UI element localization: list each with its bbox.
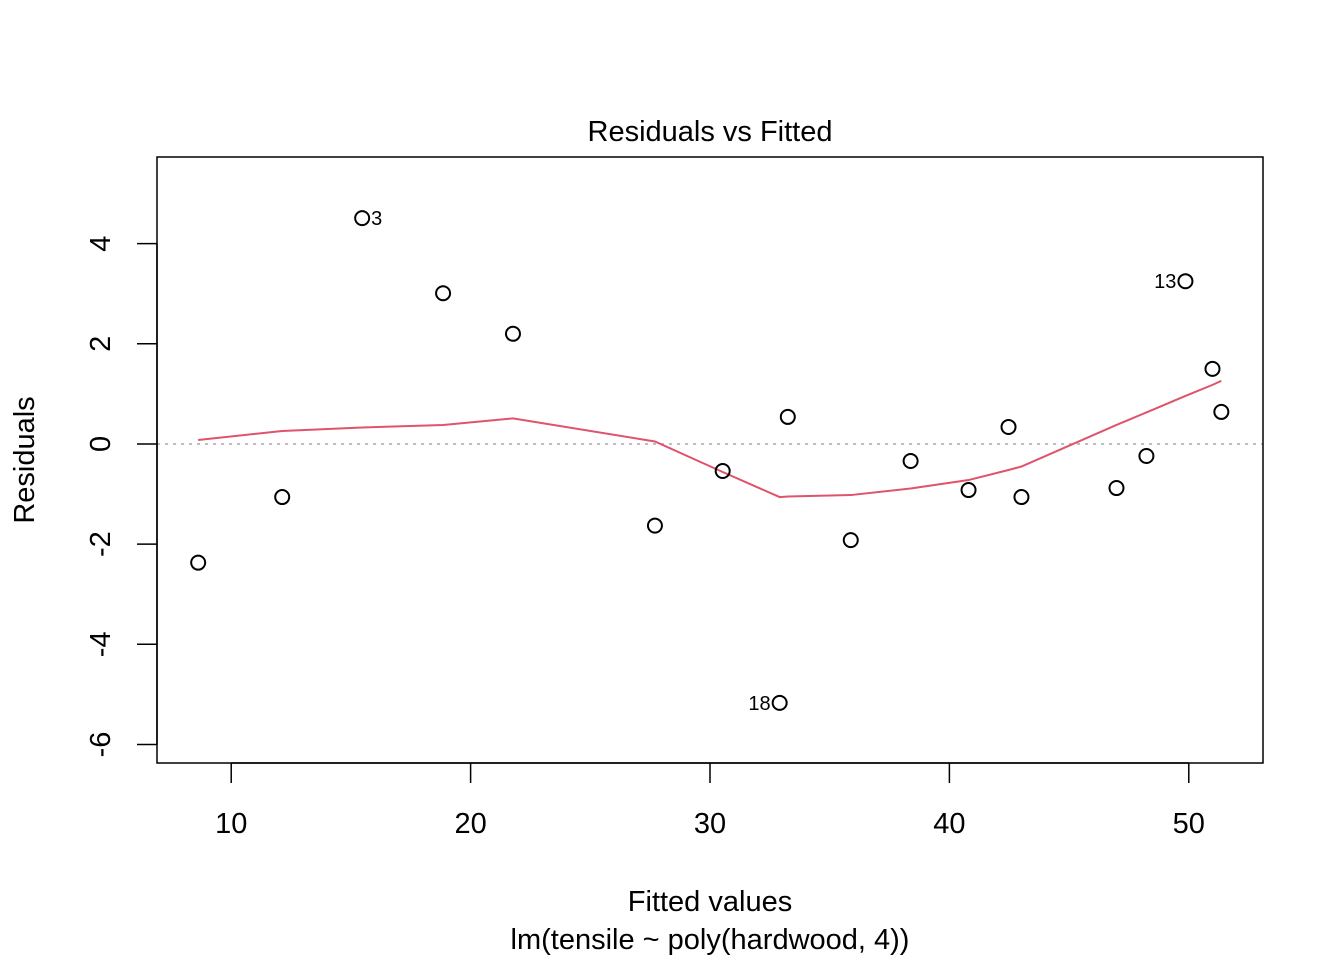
y-axis: -6 -4 -2 0 2 4 (85, 236, 158, 758)
data-point (1204, 360, 1221, 377)
x-tick-label: 40 (933, 808, 965, 840)
y-tick-label: 0 (85, 436, 117, 452)
x-tick-label: 50 (1173, 808, 1205, 840)
model-subtitle: lm(tensile ~ poly(hardwood, 4)) (511, 924, 910, 956)
data-point (435, 285, 452, 302)
y-tick-label: 4 (85, 236, 117, 252)
data-point (1000, 418, 1017, 435)
data-point (1213, 403, 1230, 420)
data-point (902, 453, 919, 470)
plot-frame (156, 156, 1264, 764)
x-tick-label: 20 (454, 808, 486, 840)
data-point (842, 532, 859, 549)
x-tick-label: 10 (215, 808, 247, 840)
x-tick-label: 30 (694, 808, 726, 840)
y-axis-label: Residuals (9, 396, 41, 523)
data-point (771, 694, 788, 711)
x-axis: 10 20 30 40 50 (215, 762, 1205, 840)
data-point (274, 489, 291, 506)
point-label: 13 (1154, 271, 1176, 293)
data-point (190, 554, 207, 571)
point-label: 18 (748, 693, 770, 715)
y-tick-label: -4 (85, 631, 117, 657)
plot-area: 3 18 13 (157, 208, 1263, 715)
data-point (960, 482, 977, 499)
y-tick-label: -6 (85, 732, 117, 758)
data-point (714, 463, 731, 480)
point-label: 3 (371, 208, 382, 230)
y-tick-label: -2 (85, 531, 117, 557)
data-point (1013, 489, 1030, 506)
x-axis-label: Fitted values (628, 886, 792, 918)
data-point (646, 517, 663, 534)
chart-title: Residuals vs Fitted (588, 116, 833, 148)
data-point (1108, 480, 1125, 497)
data-point (504, 325, 521, 342)
data-point (1138, 447, 1155, 464)
data-point (354, 210, 371, 227)
data-point (779, 408, 796, 425)
y-tick-label: 2 (85, 336, 117, 352)
data-point (1177, 273, 1194, 290)
lowess-smooth-line (198, 379, 1222, 499)
